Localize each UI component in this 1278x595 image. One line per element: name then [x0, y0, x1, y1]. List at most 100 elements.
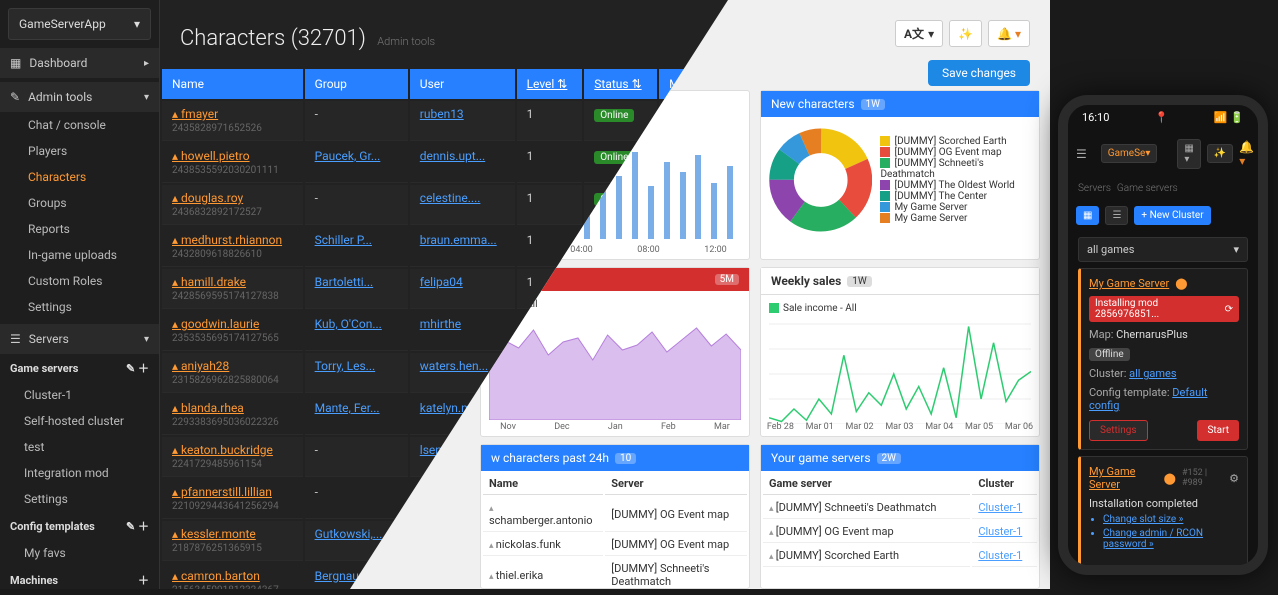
bar [711, 183, 717, 239]
start-button[interactable]: Start [1197, 420, 1239, 441]
server-test[interactable]: test [0, 434, 159, 460]
cluster-link[interactable]: all games [1129, 367, 1176, 380]
user-link[interactable]: ruben13 [420, 107, 464, 121]
character-link[interactable]: ▴ keaton.buckridge [172, 443, 273, 457]
server-sub-Integration mod[interactable]: Integration mod [0, 460, 159, 486]
character-link[interactable]: ▴ medhurst.rhiannon [172, 233, 282, 247]
col-name[interactable]: Name [162, 69, 303, 99]
view-list[interactable]: ☰ [1105, 206, 1128, 225]
magic-button[interactable]: ✨ [949, 20, 982, 47]
server-Cluster-1[interactable]: Cluster-1 [0, 382, 159, 408]
character-link[interactable]: ▴ douglas.roy [172, 191, 243, 205]
plus-icon[interactable]: ＋ [138, 572, 149, 588]
phone-mockup: 16:10 📍 📶 🔋 ☰ GameSe ▾ ▦ ▾ ✨ 🔔 ▾ Servers… [1058, 95, 1268, 575]
group-link[interactable]: Torry, Les... [315, 359, 376, 373]
view-grid[interactable]: ▦ [1076, 206, 1099, 225]
nav-item-players[interactable]: Players [0, 138, 159, 164]
gear-icon[interactable]: ⚙ [1229, 472, 1239, 485]
nav-dashboard[interactable]: ▦ Dashboard ▸ [0, 48, 159, 78]
user-link[interactable]: celestine.... [420, 191, 481, 205]
user-link[interactable]: mhirthe [420, 317, 461, 331]
character-link[interactable]: ▴ camron.barton [172, 569, 260, 583]
group-link[interactable]: Kub, O'Con... [315, 317, 382, 331]
col-group[interactable]: Group [305, 69, 408, 99]
brand-menu[interactable]: GameServerApp ▾ [8, 8, 151, 40]
save-button[interactable]: Save changes [928, 60, 1030, 86]
menu-icon[interactable]: ☰ [1076, 147, 1087, 161]
chevron-down-icon: ▾ [144, 334, 149, 345]
table-row[interactable]: schamberger.antonio[DUMMY] OG Event map [483, 497, 747, 532]
nav-item-reports[interactable]: Reports [0, 216, 159, 242]
user-link[interactable]: waters.hen... [420, 359, 488, 373]
group-link[interactable]: Schiller P... [315, 233, 372, 247]
table-row[interactable]: thiel.erika[DUMMY] Schneeti's Deathmatch [483, 558, 747, 593]
user-link[interactable]: dennis.upt... [420, 149, 485, 163]
table-row[interactable]: [DUMMY] OG Event mapCluster-1 [763, 521, 1037, 543]
table-row[interactable]: [DUMMY] Scorched EarthCluster-1 [763, 545, 1037, 567]
nav-item-custom-roles[interactable]: Custom Roles [0, 268, 159, 294]
col-status[interactable]: Status ⇅ [584, 69, 657, 99]
install-complete: Installation completed [1089, 497, 1239, 510]
nav-item-chat-console[interactable]: Chat / console [0, 112, 159, 138]
col-level[interactable]: Level ⇅ [517, 69, 583, 99]
edit-icon[interactable]: ✎ [126, 362, 135, 375]
table-row[interactable]: nickolas.funk[DUMMY] OG Event map [483, 534, 747, 556]
start-it-button[interactable]: Start it! [1187, 570, 1239, 575]
nav-servers[interactable]: ☰ Servers ▾ [0, 324, 159, 354]
character-link[interactable]: ▴ blanda.rhea [172, 401, 244, 415]
group-link[interactable]: Gutkowski,... [315, 527, 383, 541]
sidebar: GameServerApp ▾ ▦ Dashboard ▸ ✎ Admin to… [0, 0, 160, 589]
col-user[interactable]: User [410, 69, 515, 99]
nav-item-groups[interactable]: Groups [0, 190, 159, 216]
game-filter-select[interactable]: all games▾ [1078, 237, 1248, 262]
server-Self-hosted cluster[interactable]: Self-hosted cluster [0, 408, 159, 434]
legend-item: [DUMMY] Scorched Earth [880, 136, 1031, 147]
nav-item-settings[interactable]: Settings [0, 294, 159, 320]
server-name[interactable]: My Game Server [1089, 465, 1158, 491]
servers-table: Game serverCluster[DUMMY] Schneeti's Dea… [761, 471, 1039, 569]
new-cluster-button[interactable]: + New Cluster [1134, 206, 1210, 225]
group-link[interactable]: Bartoletti... [315, 275, 374, 289]
bell-icon[interactable]: 🔔 ▾ [1239, 140, 1254, 168]
character-link[interactable]: ▴ goodwin.laurie [172, 317, 259, 331]
chevron-down-icon: ▾ [144, 92, 149, 103]
group-link[interactable]: Mante, Fer... [315, 401, 380, 415]
phone-link[interactable]: Change slot size » [1103, 514, 1239, 525]
bar [616, 176, 622, 239]
character-link[interactable]: ▴ fmayer [172, 107, 218, 121]
panel-title: w characters past 24h [491, 451, 609, 465]
pie-chart [769, 125, 872, 235]
config-My favs[interactable]: My favs [0, 540, 159, 566]
phone-link[interactable]: Change admin / RCON password » [1103, 528, 1239, 550]
machines-section: Machines ＋ [0, 566, 159, 589]
edit-icon[interactable]: ✎ [126, 520, 135, 533]
bell-button[interactable]: 🔔 ▾ [988, 20, 1030, 47]
nav-item-in-game-uploads[interactable]: In-game uploads [0, 242, 159, 268]
plus-icon[interactable]: ＋ [138, 360, 149, 376]
character-link[interactable]: ▴ pfannerstill.lillian [172, 485, 272, 499]
grid-toggle[interactable]: ▦ ▾ [1177, 139, 1200, 169]
warning-icon: ⬤ [1164, 472, 1176, 485]
phone-brand[interactable]: GameSe ▾ [1101, 144, 1158, 163]
character-link[interactable]: ▴ howell.pietro [172, 149, 250, 163]
area-chart [489, 310, 741, 420]
plus-icon[interactable]: ＋ [138, 518, 149, 534]
wand-button[interactable]: ✨ [1207, 144, 1233, 163]
nav-admin[interactable]: ✎ Admin tools ▾ [0, 82, 159, 112]
character-link[interactable]: ▴ aniyah28 [172, 359, 229, 373]
user-link[interactable]: felipa04 [420, 275, 463, 289]
table-row[interactable]: [DUMMY] Schneeti's DeathmatchCluster-1 [763, 497, 1037, 519]
nav-item-characters[interactable]: Characters [0, 164, 159, 190]
settings-button[interactable]: Settings [1089, 420, 1148, 441]
server-name[interactable]: My Game Server [1089, 277, 1169, 290]
group-link[interactable]: Paucek, Gr... [315, 149, 381, 163]
col: Game server [763, 473, 970, 495]
server-sub-Settings[interactable]: Settings [0, 486, 159, 512]
bar [632, 152, 638, 239]
character-link[interactable]: ▴ kessler.monte [172, 527, 256, 541]
lang-button[interactable]: A文 ▾ [895, 20, 943, 47]
refresh-icon: ⟳ [1225, 304, 1233, 315]
warning-icon: ⬤ [1175, 277, 1187, 290]
user-link[interactable]: braun.emma... [420, 233, 497, 247]
character-link[interactable]: ▴ hamill.drake [172, 275, 246, 289]
